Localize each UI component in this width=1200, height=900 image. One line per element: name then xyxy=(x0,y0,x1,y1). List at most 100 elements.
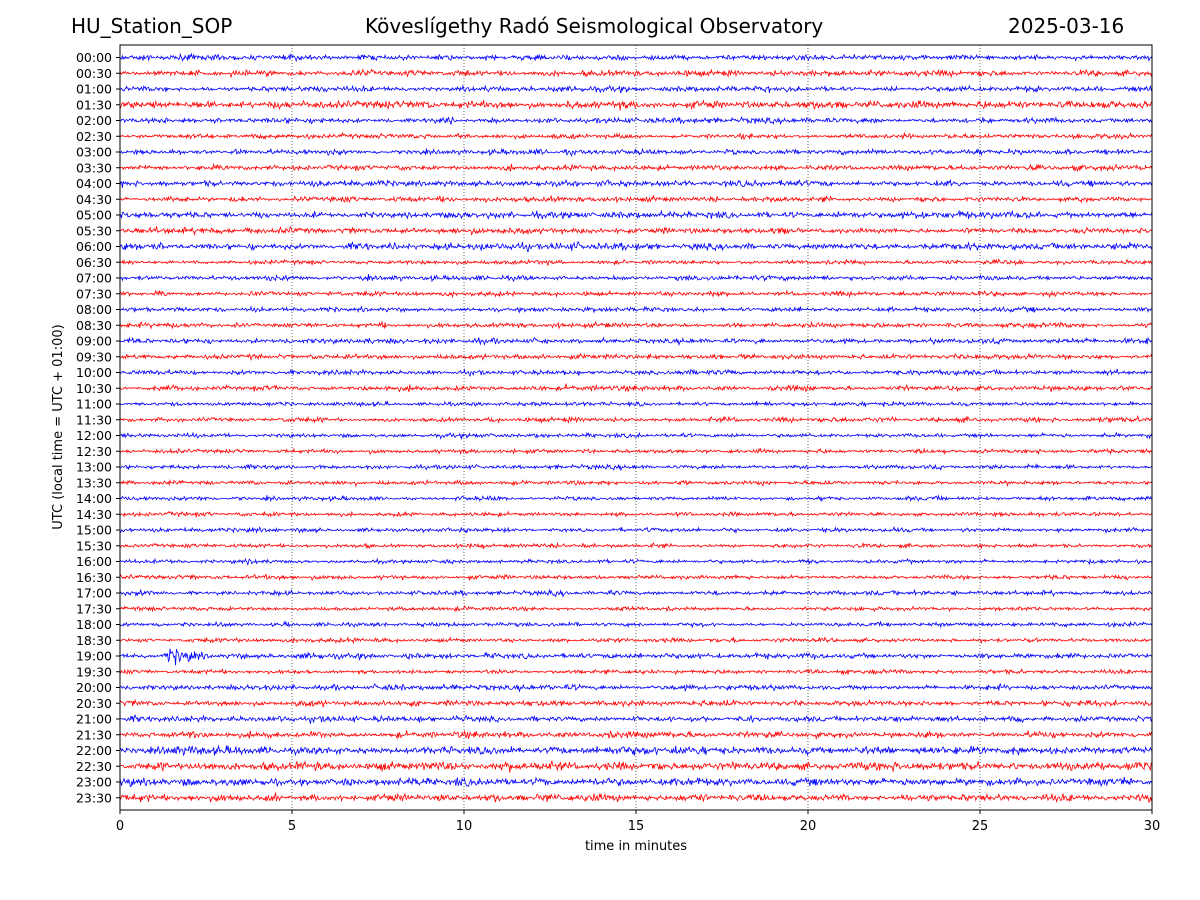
y-tick-label: 10:30 xyxy=(76,381,112,396)
y-tick-label: 23:30 xyxy=(76,790,112,805)
y-tick-label: 05:00 xyxy=(76,208,112,223)
y-tick-label: 11:30 xyxy=(76,412,112,427)
y-tick-label: 00:00 xyxy=(76,50,112,65)
trace-0830 xyxy=(119,320,1153,330)
trace-1200 xyxy=(119,431,1153,441)
y-tick-label: 12:30 xyxy=(76,444,112,459)
y-tick-label: 07:00 xyxy=(76,271,112,286)
x-tick-labels: 0 5 10 15 20 25 30 xyxy=(116,810,1160,834)
trace-0400 xyxy=(119,178,1153,188)
trace-0530 xyxy=(119,225,1153,236)
y-tick-label: 06:30 xyxy=(76,255,112,270)
y-tick-label: 16:00 xyxy=(76,554,112,569)
trace-0730 xyxy=(120,289,1153,299)
trace-1430 xyxy=(119,510,1153,518)
trace-1030 xyxy=(119,383,1153,393)
trace-1300 xyxy=(119,463,1153,472)
y-tick-label: 21:00 xyxy=(76,712,112,727)
trace-1730 xyxy=(119,604,1153,613)
y-tick-label: 02:00 xyxy=(76,113,112,128)
trace-0630 xyxy=(119,258,1153,267)
trace-0700 xyxy=(119,274,1153,283)
trace-1400 xyxy=(119,494,1153,503)
trace-1130 xyxy=(119,414,1153,424)
trace-2330 xyxy=(119,792,1153,804)
y-tick-label: 00:30 xyxy=(76,66,112,81)
trace-1900 xyxy=(119,648,1153,666)
y-tick-label: 11:00 xyxy=(76,397,112,412)
y-tick-label: 01:00 xyxy=(76,82,112,97)
y-tick-label: 08:00 xyxy=(76,302,112,317)
y-tick-label: 23:00 xyxy=(76,775,112,790)
y-tick-label: 21:30 xyxy=(76,727,112,742)
trace-2200 xyxy=(119,744,1153,757)
y-tick-label: 15:30 xyxy=(76,538,112,553)
trace-rows xyxy=(119,52,1153,804)
trace-1500 xyxy=(119,525,1153,535)
y-tick-label: 12:00 xyxy=(76,428,112,443)
trace-0230 xyxy=(119,131,1153,141)
y-tick-label: 10:00 xyxy=(76,365,112,380)
trace-0500 xyxy=(119,209,1153,220)
trace-1230 xyxy=(119,447,1153,456)
trace-0930 xyxy=(119,352,1153,362)
y-tick-label: 19:30 xyxy=(76,664,112,679)
y-tick-label: 19:00 xyxy=(76,649,112,664)
y-tick-label: 06:00 xyxy=(76,239,112,254)
trace-1330 xyxy=(119,478,1153,488)
y-tick-label: 16:30 xyxy=(76,570,112,585)
trace-1530 xyxy=(119,541,1153,550)
trace-2130 xyxy=(119,729,1153,741)
y-tick-label: 13:00 xyxy=(76,460,112,475)
x-tick-label: 20 xyxy=(800,819,817,834)
trace-2030 xyxy=(119,698,1153,708)
y-tick-label: 03:00 xyxy=(76,145,112,160)
y-tick-label: 08:30 xyxy=(76,318,112,333)
y-tick-label: 20:00 xyxy=(76,680,112,695)
y-tick-label: 04:30 xyxy=(76,192,112,207)
trace-0330 xyxy=(119,162,1153,173)
trace-1930 xyxy=(119,668,1153,676)
y-tick-label: 09:00 xyxy=(76,334,112,349)
trace-1630 xyxy=(119,573,1153,582)
y-tick-label: 14:30 xyxy=(76,507,112,522)
y-tick-label: 14:00 xyxy=(76,491,112,506)
x-tick-label: 15 xyxy=(628,819,645,834)
trace-0800 xyxy=(119,305,1153,314)
y-tick-label: 01:30 xyxy=(76,97,112,112)
trace-0000 xyxy=(119,52,1153,63)
trace-0200 xyxy=(119,115,1153,126)
trace-0100 xyxy=(119,84,1153,94)
trace-0300 xyxy=(119,147,1153,157)
chart-date: 2025-03-16 xyxy=(1008,14,1125,38)
y-tick-label: 09:30 xyxy=(76,349,112,364)
y-tick-label: 17:00 xyxy=(76,586,112,601)
trace-2230 xyxy=(119,760,1153,773)
trace-2000 xyxy=(119,682,1153,693)
y-tick-label: 02:30 xyxy=(76,129,112,144)
trace-1830 xyxy=(119,636,1153,645)
y-tick-label: 22:30 xyxy=(76,759,112,774)
y-tick-label: 18:00 xyxy=(76,617,112,632)
y-tick-label: 05:30 xyxy=(76,223,112,238)
station-code: HU_Station_SOP xyxy=(71,14,233,38)
trace-2100 xyxy=(119,714,1153,724)
y-tick-label: 03:30 xyxy=(76,160,112,175)
y-tick-label: 20:30 xyxy=(76,696,112,711)
x-tick-label: 0 xyxy=(116,819,124,834)
y-tick-label: 13:30 xyxy=(76,475,112,490)
y-tick-label: 22:00 xyxy=(76,743,112,758)
trace-1700 xyxy=(120,588,1153,598)
y-tick-label: 04:00 xyxy=(76,176,112,191)
x-tick-label: 10 xyxy=(456,819,473,834)
trace-1800 xyxy=(119,620,1153,629)
y-axis-label: UTC (local time = UTC + 01:00) xyxy=(51,324,66,529)
x-tick-label: 30 xyxy=(1144,819,1161,834)
observatory-title: Köveslígethy Radó Seismological Observat… xyxy=(365,14,824,38)
trace-0600 xyxy=(119,240,1153,253)
trace-1600 xyxy=(119,557,1153,566)
vertical-gridlines xyxy=(291,45,981,810)
trace-1100 xyxy=(119,400,1153,408)
y-tick-label: 18:30 xyxy=(76,633,112,648)
